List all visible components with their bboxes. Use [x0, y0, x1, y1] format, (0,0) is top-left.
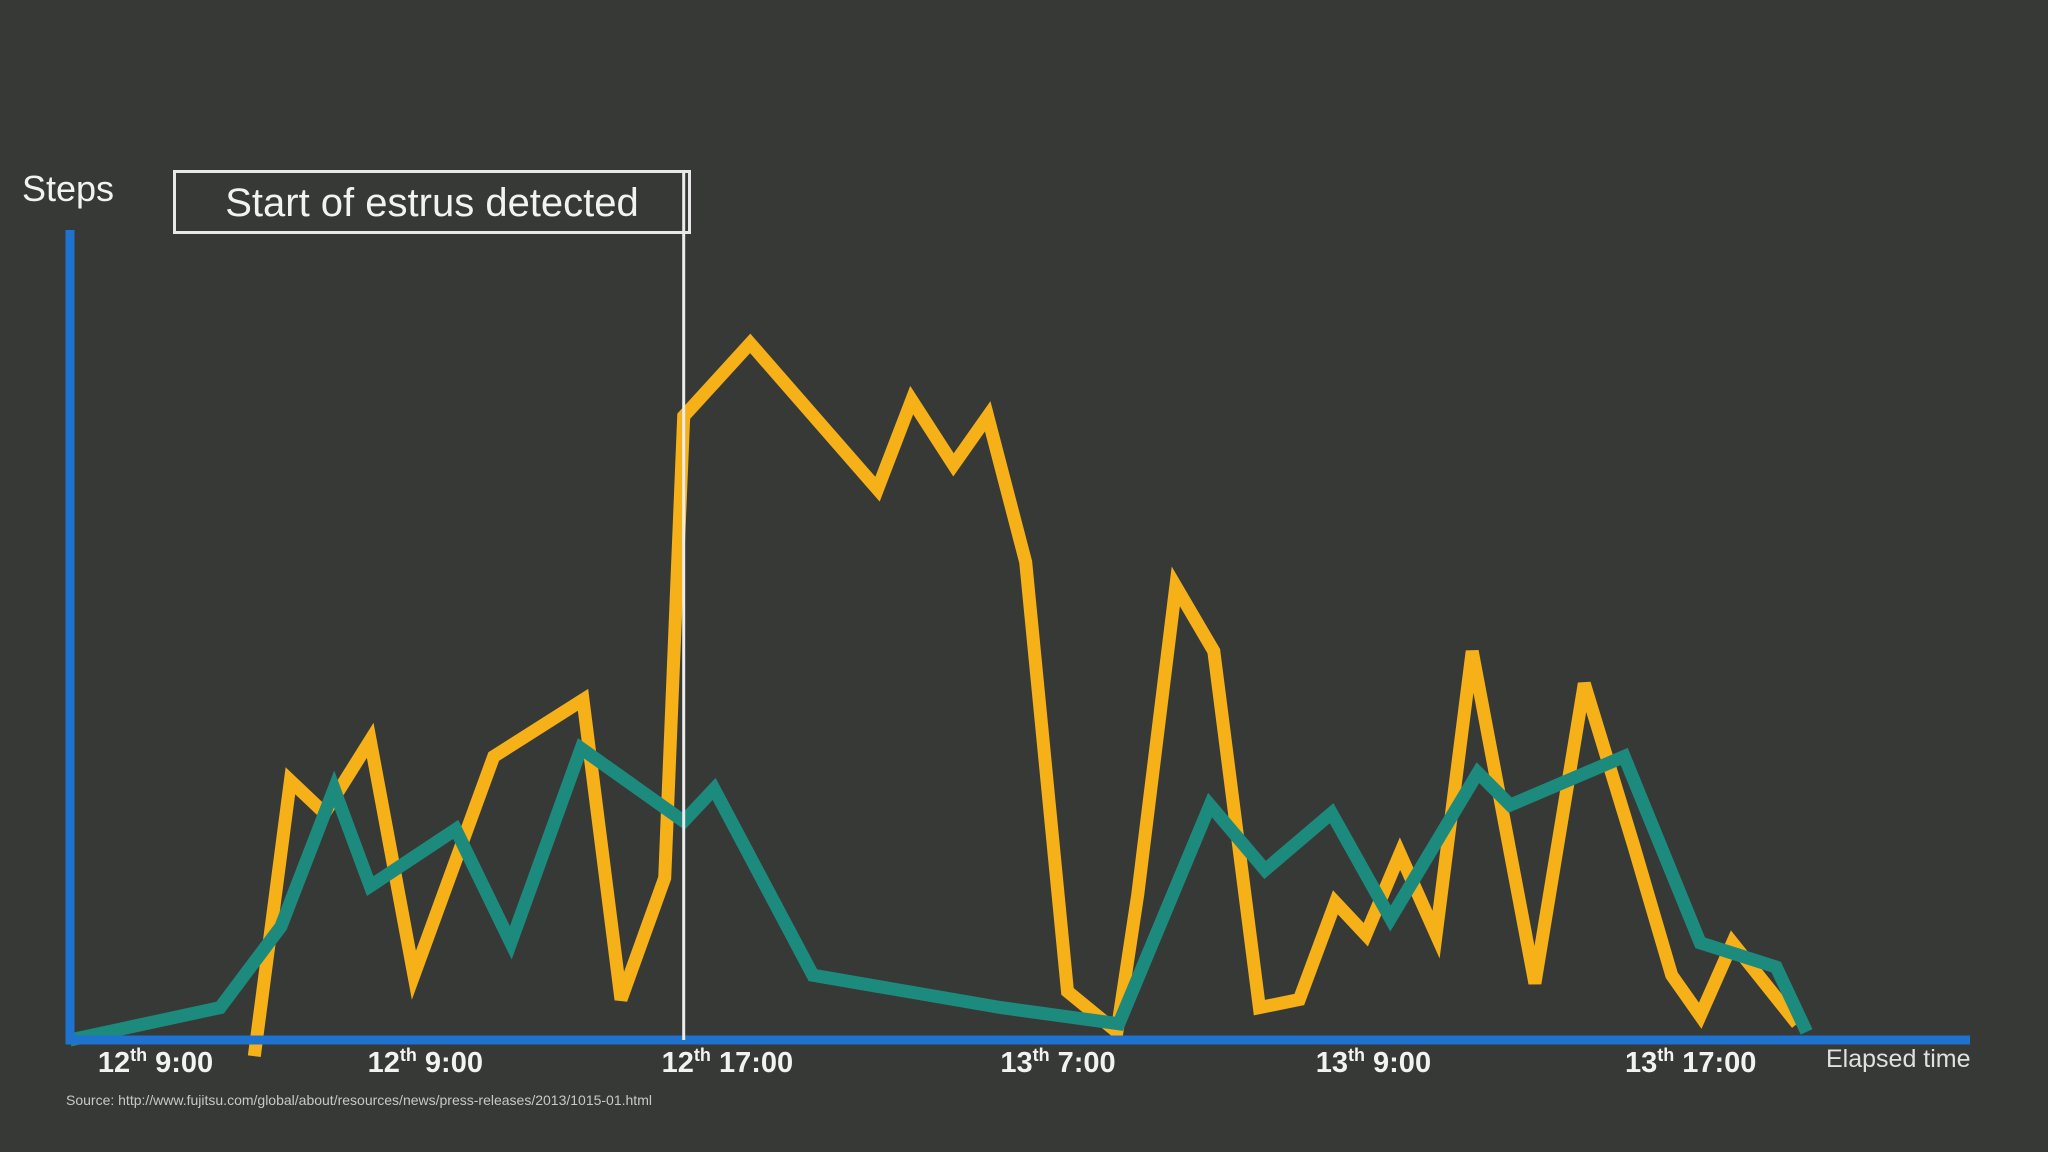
- series-line-2: [68, 738, 1813, 1047]
- x-tick-label-2: 12th 9:00: [368, 1045, 483, 1079]
- x-tick-labels: 12th 9:00 12th 9:00 12th 17:00 13th 7:00 13t…: [98, 1045, 1757, 1079]
- x-tick-label-4: 13th 7:00: [1000, 1045, 1115, 1079]
- source-note: Source: http://www.fujitsu.com/global/ab…: [66, 1092, 652, 1108]
- series-line-1: [247, 333, 1803, 1058]
- x-tick-label-6: 13th 17:00: [1625, 1045, 1757, 1079]
- x-tick-label-3: 12th 17:00: [662, 1045, 794, 1079]
- x-axis-label: Elapsed time: [1826, 1045, 1971, 1073]
- y-axis-label: Steps: [22, 168, 115, 209]
- annotation-box: Start of estrus detected: [173, 170, 691, 234]
- x-tick-label-5: 13th 9:00: [1316, 1045, 1431, 1079]
- annotation-text: Start of estrus detected: [225, 181, 639, 225]
- x-tick-label-1: 12th 9:00: [98, 1045, 213, 1079]
- series-layer: [68, 333, 1813, 1058]
